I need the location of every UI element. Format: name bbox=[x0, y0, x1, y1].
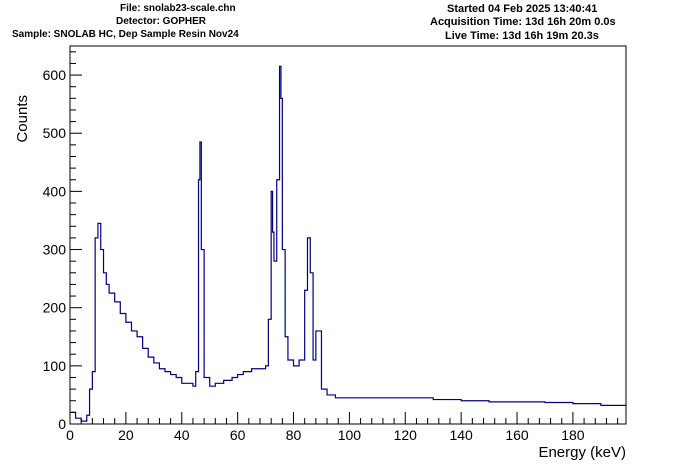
spectrum-line bbox=[70, 65, 627, 422]
live-time-label: Live Time: 13d 16h 19m 20.3s bbox=[445, 30, 599, 42]
y-tick-label: 600 bbox=[43, 67, 67, 83]
detector-label: Detector: GOPHER bbox=[116, 16, 207, 27]
acquisition-time-label: Acquisition Time: 13d 16h 20m 0.0s bbox=[430, 16, 616, 28]
y-axis-title: Counts bbox=[14, 95, 31, 143]
y-tick-label: 200 bbox=[43, 300, 67, 316]
x-tick-label: 20 bbox=[118, 427, 134, 443]
sample-label: Sample: SNOLAB HC, Dep Sample Resin Nov2… bbox=[12, 29, 239, 40]
x-tick-label: 0 bbox=[66, 427, 74, 443]
y-tick-label: 100 bbox=[43, 358, 67, 374]
y-tick-label: 500 bbox=[43, 125, 67, 141]
file-label: File: snolab23-scale.chn bbox=[120, 3, 236, 14]
plot-frame bbox=[69, 45, 627, 425]
x-tick-label: 140 bbox=[449, 427, 473, 443]
x-axis-title: Energy (keV) bbox=[538, 444, 626, 461]
x-tick-label: 100 bbox=[338, 427, 362, 443]
x-tick-label: 60 bbox=[230, 427, 246, 443]
x-tick-label: 180 bbox=[561, 427, 585, 443]
x-tick-label: 40 bbox=[174, 427, 190, 443]
y-tick-label: 0 bbox=[58, 416, 66, 432]
x-tick-label: 160 bbox=[505, 427, 529, 443]
y-tick-label: 300 bbox=[43, 242, 67, 258]
x-tick-label: 80 bbox=[286, 427, 302, 443]
y-tick-label: 400 bbox=[43, 183, 67, 199]
started-label: Started 04 Feb 2025 13:40:41 bbox=[447, 3, 598, 15]
x-tick-label: 120 bbox=[394, 427, 418, 443]
